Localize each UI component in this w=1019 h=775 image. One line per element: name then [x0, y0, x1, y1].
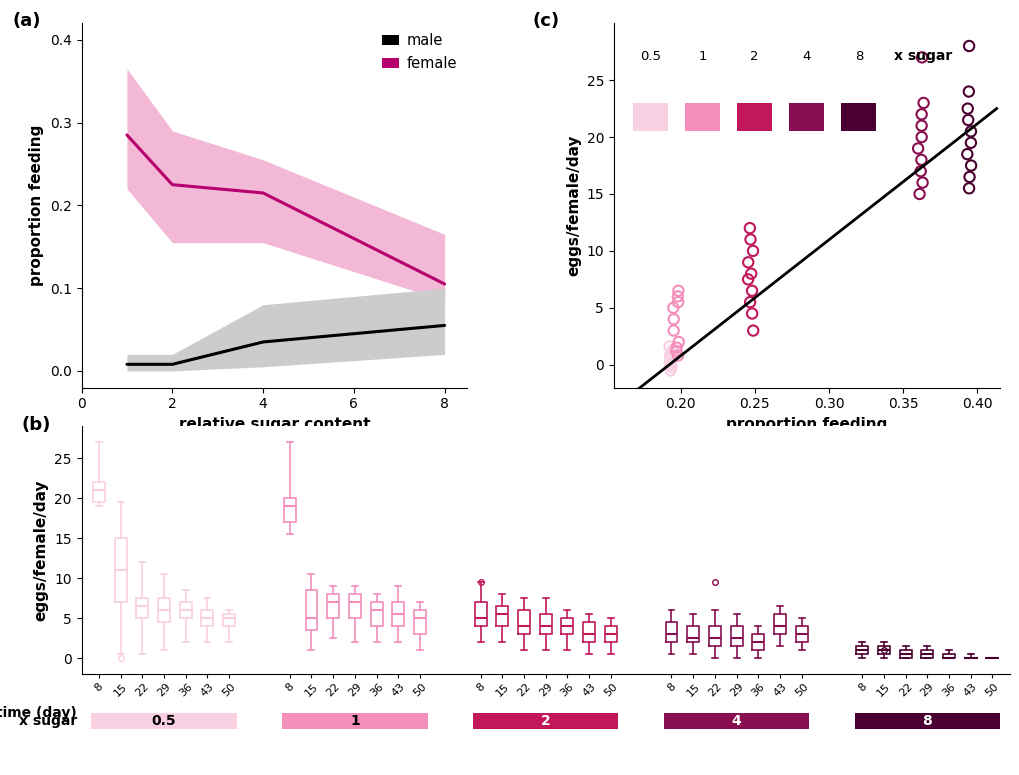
- Point: [960, 182, 976, 195]
- Bar: [737, 103, 771, 131]
- Point: [911, 188, 927, 200]
- Point: [661, 356, 678, 369]
- Text: 8: 8: [854, 50, 862, 64]
- Point: [960, 85, 976, 98]
- Point: [743, 284, 759, 297]
- Point: [958, 148, 974, 160]
- Point: [912, 153, 928, 166]
- Point: [664, 344, 681, 357]
- Point: [743, 308, 759, 320]
- Bar: [841, 103, 875, 131]
- Text: 4: 4: [731, 714, 741, 728]
- Point: [962, 136, 978, 149]
- Legend: male, female: male, female: [378, 30, 460, 74]
- Text: 0.5: 0.5: [639, 50, 660, 64]
- Text: (b): (b): [21, 416, 51, 434]
- Text: 8: 8: [921, 714, 931, 728]
- Bar: [282, 713, 427, 728]
- Point: [660, 340, 677, 353]
- Point: [739, 273, 755, 285]
- Point: [913, 119, 929, 132]
- X-axis label: proportion feeding: proportion feeding: [726, 417, 887, 432]
- Point: [744, 325, 760, 337]
- Point: [959, 102, 975, 115]
- Point: [664, 301, 681, 314]
- Point: [960, 40, 976, 52]
- Bar: [663, 713, 808, 728]
- Point: [667, 345, 684, 357]
- Point: [913, 51, 929, 64]
- Text: 1: 1: [698, 50, 706, 64]
- Point: [962, 126, 978, 138]
- Text: x sugar: x sugar: [893, 50, 951, 64]
- Text: 4: 4: [802, 50, 810, 64]
- Point: [741, 222, 757, 234]
- Bar: [633, 103, 667, 131]
- Bar: [473, 713, 618, 728]
- Point: [912, 165, 928, 177]
- Point: [959, 114, 975, 126]
- Bar: [854, 713, 999, 728]
- Point: [667, 342, 684, 354]
- Y-axis label: eggs/female/day: eggs/female/day: [566, 135, 581, 276]
- Point: [742, 233, 758, 246]
- Point: [962, 160, 978, 172]
- Point: [669, 284, 686, 297]
- Point: [913, 108, 929, 120]
- Point: [669, 350, 686, 362]
- Bar: [789, 103, 823, 131]
- Text: x sugar: x sugar: [18, 714, 76, 728]
- Point: [669, 336, 686, 348]
- Point: [914, 177, 930, 189]
- Point: [909, 143, 925, 155]
- Point: [661, 350, 678, 362]
- Y-axis label: eggs/female/day: eggs/female/day: [34, 480, 49, 621]
- Point: [662, 361, 679, 374]
- Text: 2: 2: [750, 50, 758, 64]
- Point: [661, 364, 678, 377]
- Point: [740, 256, 756, 268]
- Point: [669, 296, 686, 308]
- Point: [662, 359, 679, 371]
- Text: 0.5: 0.5: [152, 714, 176, 728]
- Point: [665, 313, 682, 326]
- Text: (c): (c): [532, 12, 559, 30]
- Point: [913, 131, 929, 143]
- Point: [662, 353, 679, 365]
- Point: [669, 290, 686, 302]
- Point: [961, 170, 977, 183]
- Text: 2: 2: [540, 714, 550, 728]
- Point: [741, 296, 757, 308]
- Point: [664, 325, 681, 337]
- Point: [663, 347, 680, 360]
- Y-axis label: proportion feeding: proportion feeding: [30, 125, 44, 286]
- Text: 1: 1: [350, 714, 360, 728]
- Text: time (day): time (day): [0, 707, 76, 721]
- Point: [661, 359, 678, 371]
- Bar: [92, 713, 236, 728]
- X-axis label: relative sugar content: relative sugar content: [178, 417, 370, 432]
- Point: [744, 245, 760, 257]
- Point: [742, 267, 758, 280]
- Bar: [685, 103, 719, 131]
- Text: (a): (a): [12, 12, 41, 30]
- Point: [914, 97, 930, 109]
